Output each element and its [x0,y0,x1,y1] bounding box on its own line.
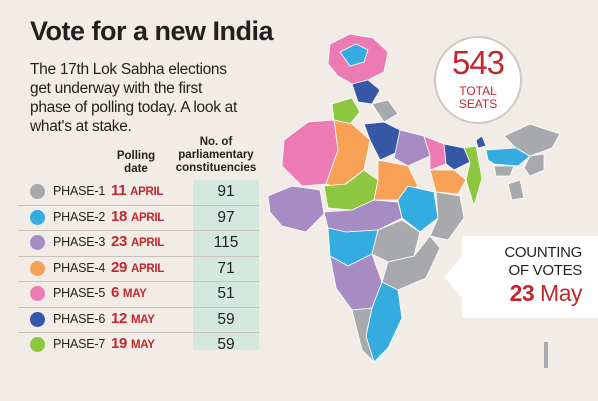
map-region-jharkhand [429,169,467,195]
phase-color-dot [30,311,45,327]
phase-row: PHASE-4 29 APRIL 71 [18,255,259,281]
map-region-up-c [393,129,431,167]
total-seats-number: 543 [451,44,505,81]
polling-date: 18 APRIL [111,208,164,225]
map-region-gujarat [268,185,325,233]
total-seats-label-line2: SEATS [458,97,498,111]
polling-date: 11 APRIL [111,182,163,199]
polling-month: MAY [130,339,155,351]
polling-day: 18 [111,207,128,225]
constituency-count: 59 [217,310,235,328]
phase-color-dot [30,286,45,301]
counting-line1: COUNTING [504,244,582,261]
phase-row: PHASE-5 6 MAY 51 [18,281,259,306]
constituency-count: 97 [217,208,235,226]
constituency-count: 115 [213,234,239,251]
india-map [268,33,561,368]
phase-color-dot [30,260,45,276]
polling-month: MAY [122,288,147,300]
phase-table: PHASE-1 11 APRIL 91 PHASE-2 18 APRIL 97 PHASE-… [18,180,259,358]
phase-row: PHASE-1 11 APRIL 91 [18,180,259,204]
polling-day: 19 [111,335,128,352]
phase-color-dot [30,235,45,250]
counting-month: May [540,280,582,306]
map-region-nagaland [523,153,545,177]
phase-label: PHASE-7 [53,337,106,351]
polling-month: APRIL [130,211,164,224]
map-region-north [351,79,381,105]
map-region-uttarakhand [371,99,399,123]
phase-row: PHASE-6 12 MAY 59 [18,306,259,332]
polling-date: 6 MAY [111,284,147,301]
polling-month: APRIL [130,237,164,249]
polling-month: MAY [130,313,155,326]
map-region-up-e [423,135,447,171]
counting-date: 23 May [509,280,583,307]
constituency-count: 71 [217,259,235,277]
map-region-bihar [443,143,471,171]
polling-date: 19 MAY [111,335,155,352]
counting-day: 23 [509,280,535,306]
phase-row: PHASE-3 23 APRIL 115 [18,230,259,255]
map-region-ladakh [339,43,369,67]
counting-callout: COUNTING OF VOTES 23 May [462,236,598,318]
header-constituencies: No. of parliamentary constituencies [175,136,257,174]
map-region-punjab [331,97,361,125]
polling-day: 23 [111,233,128,250]
counting-callout-pointer [444,255,463,299]
map-region-tripura [507,179,525,201]
phase-label: PHASE-3 [53,235,106,249]
page-title: Vote for a new India [30,16,274,46]
total-seats-badge: 543 TOTAL SEATS [434,36,522,124]
phase-color-dot [30,209,45,225]
polling-day: 12 [111,309,128,327]
constituency-count: 91 [217,183,235,200]
polling-day: 6 [111,284,120,301]
map-region-kerala [351,307,375,363]
total-seats-label: TOTAL SEATS [436,85,520,111]
total-seats-label-line1: TOTAL [459,84,497,98]
phase-label: PHASE-4 [53,260,106,275]
subtitle: The 17th Lok Sabha elections get underwa… [30,61,237,135]
map-region-bengal [463,145,483,208]
map-region-arunachal [503,123,561,157]
polling-day: 29 [111,258,128,276]
phase-color-dot [30,184,45,199]
polling-date: 29 APRIL [111,259,164,276]
map-region-odisha [429,191,465,241]
phase-color-dot [30,337,45,352]
polling-day: 11 [111,182,127,199]
polling-date: 23 APRIL [111,233,164,250]
counting-line2: OF VOTES [508,262,583,279]
phase-label: PHASE-6 [53,311,106,326]
phase-label: PHASE-1 [53,184,106,198]
map-region-islands [544,342,548,368]
polling-month: APRIL [130,186,164,198]
polling-month: APRIL [130,262,164,275]
header-polling-date: Polling date [116,150,156,175]
map-region-meghalaya [493,165,515,177]
phase-row: PHASE-2 18 APRIL 97 [18,204,259,230]
phase-row: PHASE-7 19 MAY 59 [18,332,259,357]
polling-date: 12 MAY [111,310,155,327]
constituency-count: 51 [217,285,235,302]
phase-label: PHASE-5 [53,286,106,300]
phase-label: PHASE-2 [53,209,106,224]
constituency-count: 59 [217,336,235,353]
count-column-background [193,180,259,350]
map-region-sikkim [475,135,487,149]
